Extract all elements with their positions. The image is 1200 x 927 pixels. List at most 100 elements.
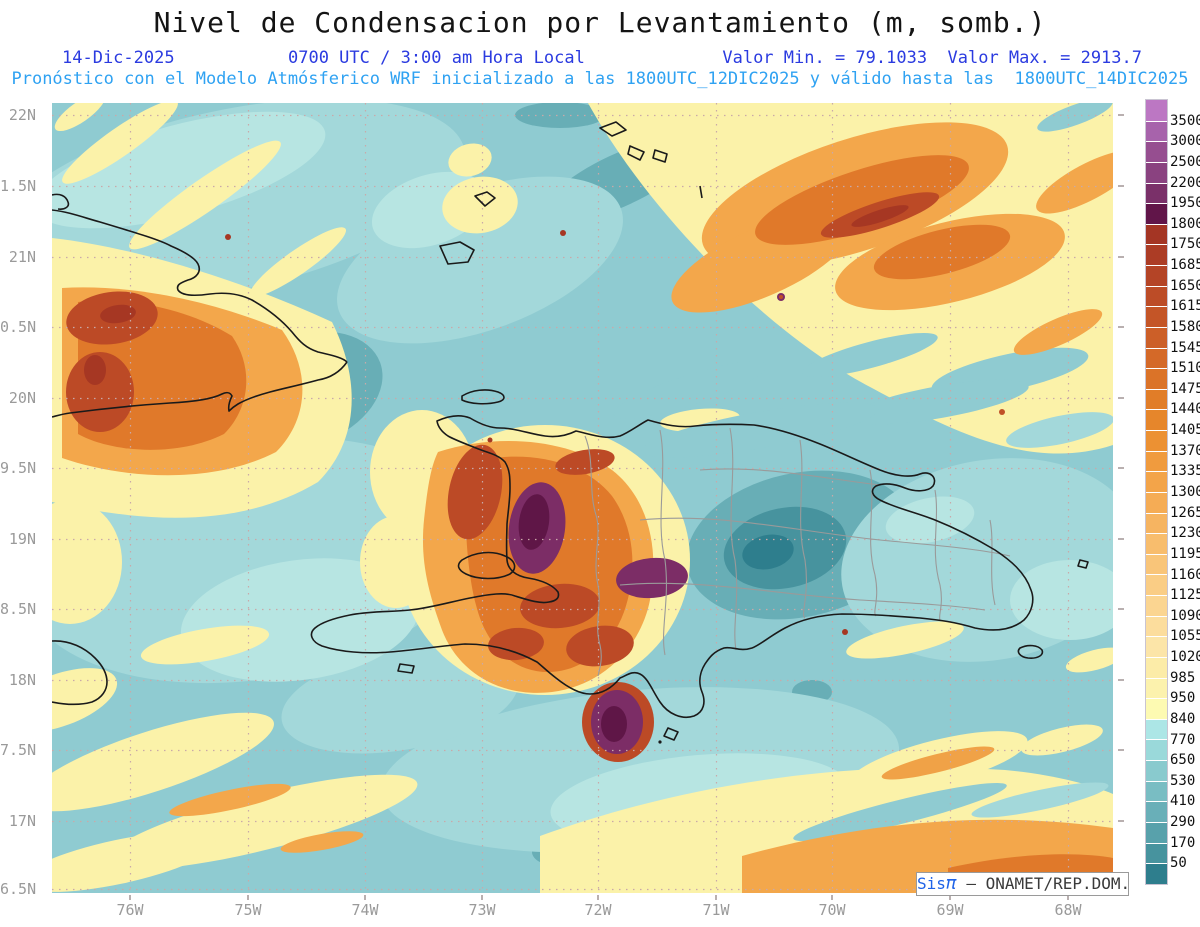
coastlines: [51, 121, 1089, 744]
colorbar: [1145, 99, 1168, 885]
forecast-time: 0700 UTC / 3:00 am Hora Local: [288, 48, 585, 68]
lat-tick-right: [1118, 114, 1124, 116]
colorbar-tick-label: 1055: [1170, 628, 1200, 645]
lon-tick-label: 72W: [584, 901, 612, 919]
colorbar-swatch: [1146, 471, 1167, 492]
colorbar-swatch: [1146, 553, 1167, 575]
colorbar-tick-label: 1265: [1170, 504, 1200, 521]
colorbar-swatch: [1146, 821, 1167, 843]
lat-tick-label: 8.5N: [0, 600, 37, 618]
colorbar-swatch: [1146, 574, 1167, 595]
lon-tick-bottom: [597, 895, 599, 900]
onamet-label: – ONAMET/REP.DOM.: [956, 874, 1131, 893]
colorbar-swatch: [1146, 698, 1167, 719]
colorbar-tick-label: 3500: [1170, 112, 1200, 129]
colorbar-tick-label: 170: [1170, 834, 1196, 851]
colorbar-swatch: [1146, 491, 1167, 513]
colorbar-tick-label: 1650: [1170, 277, 1200, 294]
colorbar-swatch: [1146, 388, 1167, 410]
colorbar-tick-label: 2200: [1170, 174, 1200, 191]
colorbar-swatch: [1146, 615, 1167, 637]
lat-tick-right: [1118, 538, 1124, 540]
lon-tick-bottom: [1067, 895, 1069, 900]
lat-tick-label: 9.5N: [0, 459, 37, 477]
colorbar-swatch: [1146, 533, 1167, 554]
cyan-streaks: [613, 98, 1114, 842]
colorbar-tick-label: 1615: [1170, 298, 1200, 315]
lon-tick-label: 76W: [116, 901, 144, 919]
colorbar-swatch: [1146, 636, 1167, 657]
colorbar-tick-label: 1300: [1170, 484, 1200, 500]
colorbar-swatch: [1146, 285, 1167, 307]
lon-tick-label: 75W: [234, 901, 262, 919]
colorbar-tick-label: 530: [1170, 772, 1196, 789]
graticule: [52, 103, 1113, 893]
colorbar-swatch: [1146, 739, 1167, 760]
colorbar-swatch: [1146, 347, 1167, 369]
lon-tick-label: 71W: [702, 901, 730, 919]
colorbar-swatch: [1146, 760, 1167, 781]
colorbar-swatch: [1146, 780, 1167, 802]
colorbar-tick-label: 1195: [1170, 545, 1200, 562]
colorbar-tick-label: 1335: [1170, 463, 1200, 480]
lat-tick-label: 21N: [8, 248, 36, 266]
light-cyan-patches: [0, 98, 1139, 853]
lat-tick-right: [1118, 608, 1124, 610]
province-borders: [584, 427, 1011, 677]
colorbar-swatch: [1146, 306, 1167, 327]
colorbar-tick-label: 1950: [1170, 195, 1200, 212]
colorbar-tick-label: 410: [1170, 793, 1196, 810]
colorbar-tick-label: 1800: [1170, 215, 1200, 232]
colorbar-tick-label: 840: [1170, 710, 1196, 727]
colorbar-tick-label: 1160: [1170, 566, 1200, 583]
lat-tick-label: 17N: [8, 812, 36, 830]
colorbar-tick-label: 1370: [1170, 442, 1200, 459]
lon-tick-label: 69W: [936, 901, 964, 919]
colorbar-swatch: [1146, 595, 1167, 616]
colorbar-tick-label: 50: [1170, 855, 1187, 872]
lat-tick-right: [1118, 185, 1124, 187]
colorbar-swatch: [1146, 656, 1167, 678]
lat-tick-right: [1118, 679, 1124, 681]
lon-tick-label: 74W: [351, 901, 379, 919]
lon-tick-bottom: [949, 895, 951, 900]
lat-tick-label: 0.5N: [0, 318, 37, 336]
lat-tick-right: [1118, 749, 1124, 751]
colorbar-tick-label: 1510: [1170, 360, 1200, 377]
pi-symbol: π: [945, 873, 957, 894]
lon-tick-bottom: [364, 895, 366, 900]
colorbar-swatch: [1146, 161, 1167, 183]
colorbar-swatch: [1146, 182, 1167, 204]
model-init-line: Pronóstico con el Modelo Atmósferico WRF…: [11, 69, 1189, 89]
lon-tick-label: 68W: [1054, 901, 1082, 919]
colorbar-tick-label: 1475: [1170, 380, 1200, 397]
colorbar-tick-label: 1230: [1170, 525, 1200, 542]
colorbar-tick-label: 2500: [1170, 153, 1200, 170]
colorbar-swatch: [1146, 368, 1167, 389]
lon-tick-bottom: [715, 895, 717, 900]
sispi-onamet-watermark: Sisπ – ONAMET/REP.DOM.: [916, 872, 1131, 896]
colorbar-tick-label: 950: [1170, 690, 1196, 707]
page-title: Nivel de Condensacion por Levantamiento …: [153, 6, 1047, 39]
lon-tick-bottom: [831, 895, 833, 900]
colorbar-tick-label: 650: [1170, 752, 1196, 769]
colorbar-tick-label: 1090: [1170, 607, 1200, 624]
min-max-values: Valor Min. = 79.1033 Valor Max. = 2913.7: [722, 48, 1142, 68]
lat-tick-label: 1.5N: [0, 177, 37, 195]
colorbar-tick-label: 985: [1170, 669, 1196, 686]
lat-tick-label: 22N: [8, 106, 36, 124]
colorbar-tick-label: 1685: [1170, 257, 1200, 274]
colorbar-tick-label: 3000: [1170, 133, 1200, 150]
colorbar-tick-label: 1440: [1170, 401, 1200, 418]
colorbar-tick-label: 1125: [1170, 587, 1200, 604]
colorbar-swatch: [1146, 265, 1167, 286]
colorbar-swatch: [1146, 244, 1167, 265]
colorbar-tick-label: 1405: [1170, 422, 1200, 439]
colorbar-swatch: [1146, 512, 1167, 534]
lat-tick-right: [1118, 397, 1124, 399]
lat-tick-label: 19N: [8, 530, 36, 548]
colorbar-tick-label: 290: [1170, 814, 1196, 831]
colorbar-swatch: [1146, 863, 1167, 884]
colorbar-swatch: [1146, 203, 1167, 224]
colorbar-swatch: [1146, 326, 1167, 348]
